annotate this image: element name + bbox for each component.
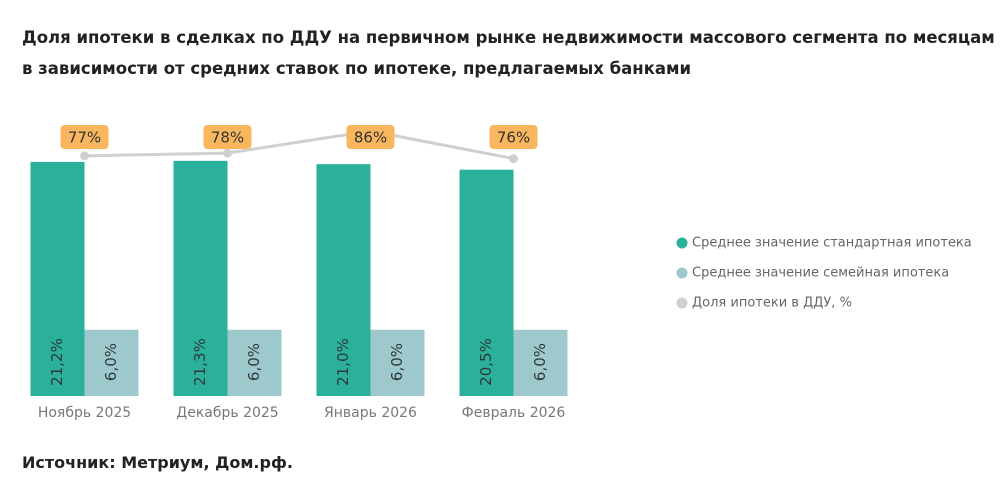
legend-marker <box>676 267 688 279</box>
legend-label: Среднее значение стандартная ипотека <box>692 236 972 251</box>
bar-value-label: 6,0% <box>102 343 120 381</box>
bar-value-label: 6,0% <box>388 343 406 381</box>
line-value-label: 86% <box>354 129 387 147</box>
line-point <box>80 151 89 161</box>
bar <box>227 329 282 396</box>
bar <box>30 161 85 396</box>
line-value-label: 78% <box>211 129 244 147</box>
legend-label: Доля ипотеки в ДДУ, % <box>692 296 852 311</box>
legend-label: Среднее значение семейная ипотека <box>692 266 949 281</box>
x-tick-label: Февраль 2026 <box>462 405 566 421</box>
bar-value-label: 21,3% <box>191 338 209 386</box>
bar-value-label: 21,2% <box>48 338 66 386</box>
value-label-box <box>346 125 395 149</box>
legend-marker <box>676 237 688 249</box>
x-tick-label: Январь 2026 <box>324 405 417 421</box>
bar <box>459 169 514 396</box>
line-value-label: 76% <box>497 129 530 147</box>
bar <box>316 164 371 396</box>
bar <box>173 160 228 396</box>
bar <box>513 329 568 396</box>
bar-value-label: 20,5% <box>477 338 495 386</box>
value-label-box <box>203 125 252 149</box>
bar <box>370 329 425 396</box>
line-value-label: 77% <box>68 129 101 147</box>
source-note: Источник: Метриум, Дом.рф. <box>22 453 293 472</box>
x-tick-label: Ноябрь 2025 <box>38 405 131 421</box>
line <box>84 129 514 161</box>
bar-value-label: 6,0% <box>245 343 263 381</box>
bar <box>84 329 139 396</box>
value-label-box <box>60 125 109 149</box>
bar-value-label: 6,0% <box>531 343 549 381</box>
line-point <box>509 154 518 164</box>
x-tick-label: Декабрь 2025 <box>176 405 278 421</box>
legend-marker <box>676 297 688 309</box>
line-point <box>223 148 232 158</box>
value-label-box <box>489 125 538 149</box>
bar-value-label: 21,0% <box>334 338 352 386</box>
chart-title: Доля ипотеки в сделках по ДДУ на первичн… <box>22 28 995 78</box>
